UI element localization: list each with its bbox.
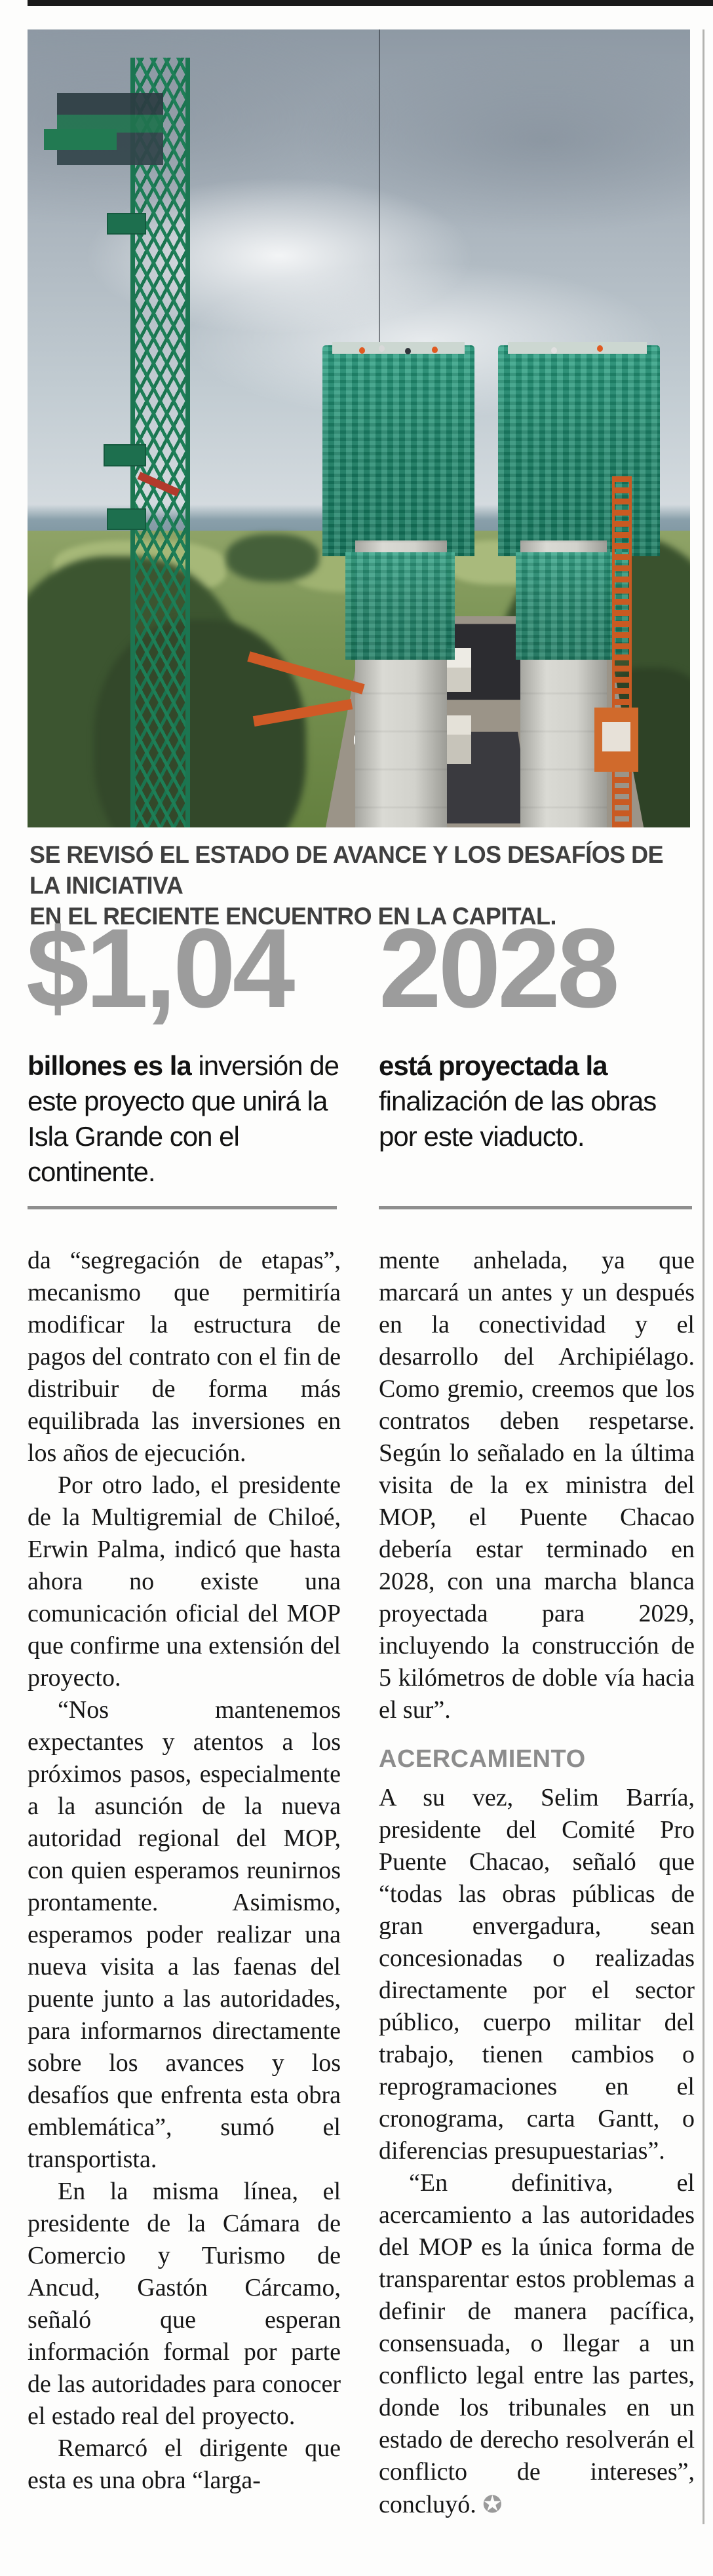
stat-investment-lead: billones es la inversión de este proyect… <box>28 1048 341 1190</box>
body-paragraph: A su vez, Selim Barría, presidente del C… <box>379 1784 695 2165</box>
body-paragraph: mente anhelada, ya que marcará un antes … <box>379 1247 695 1724</box>
body-paragraph: “En definitiva, el acercamiento a las au… <box>379 2167 695 2521</box>
worker-dot <box>597 345 604 352</box>
body-paragraph: da “segregación de etapas”, mecanismo qu… <box>28 1247 341 1467</box>
stat-investment-lead-rest: inversión de este proyecto que unirá la … <box>28 1050 339 1187</box>
stat-investment-lead-bold: billones es la <box>28 1050 192 1081</box>
top-divider-rule <box>28 0 713 6</box>
crane-machinery <box>57 93 164 166</box>
bridge-pylon-left-mesh <box>322 345 475 556</box>
body-paragraph: Por otro lado, el presidente de la Multi… <box>28 1471 341 1692</box>
body-paragraph-text: “En definitiva, el acercamiento a las au… <box>379 2169 695 2518</box>
stat-divider-left <box>28 1206 337 1209</box>
orange-crane-mast <box>611 476 632 827</box>
stat-year-value: 2028 <box>379 905 620 1031</box>
stat-divider-right <box>379 1206 692 1209</box>
green-tower-crane <box>130 57 190 827</box>
body-paragraph: Remarcó el dirigente que esta es una obr… <box>28 2434 341 2494</box>
worker-dot <box>550 347 557 354</box>
article-column-left: da “segregación de etapas”, mecanismo qu… <box>28 1245 341 2497</box>
column-separator-rule <box>703 29 704 2524</box>
photo-caption-line2: EN EL RECIENTE ENCUENTRO EN LA CAPITAL. <box>29 903 556 930</box>
stat-year-lead-rest: finalización de las obras por este viadu… <box>379 1086 657 1152</box>
worker-dot <box>405 347 412 354</box>
worker-dot <box>358 347 365 354</box>
photo-crane-cable <box>378 29 380 533</box>
section-subhead: ACERCAMIENTO <box>379 1745 586 1773</box>
stat-investment-value: $1,04 <box>26 905 295 1031</box>
bridge-pylon-right-mesh <box>497 345 661 556</box>
orange-hoist-cabin <box>594 708 639 772</box>
body-paragraph: “Nos mantenemos expectantes y atentos a … <box>28 1696 341 2173</box>
worker-dot <box>378 345 385 352</box>
stat-year-lead: está proyectada la finalización de las o… <box>379 1048 687 1154</box>
photo-caption: SE REVISÓ EL ESTADO DE AVANCE Y LOS DESA… <box>29 839 665 932</box>
article-end-mark-icon: ✪ <box>482 2491 503 2518</box>
article-column-right: mente anhelada, ya que marcará un antes … <box>379 1245 695 2521</box>
photo-caption-line1: SE REVISÓ EL ESTADO DE AVANCE Y LOS DESA… <box>29 841 664 899</box>
body-paragraph: En la misma línea, el presidente de la C… <box>28 2178 341 2430</box>
worker-dot <box>431 346 438 353</box>
stat-year-lead-bold: está proyectada la <box>379 1050 608 1081</box>
article-photo-bridge-construction <box>28 29 690 827</box>
